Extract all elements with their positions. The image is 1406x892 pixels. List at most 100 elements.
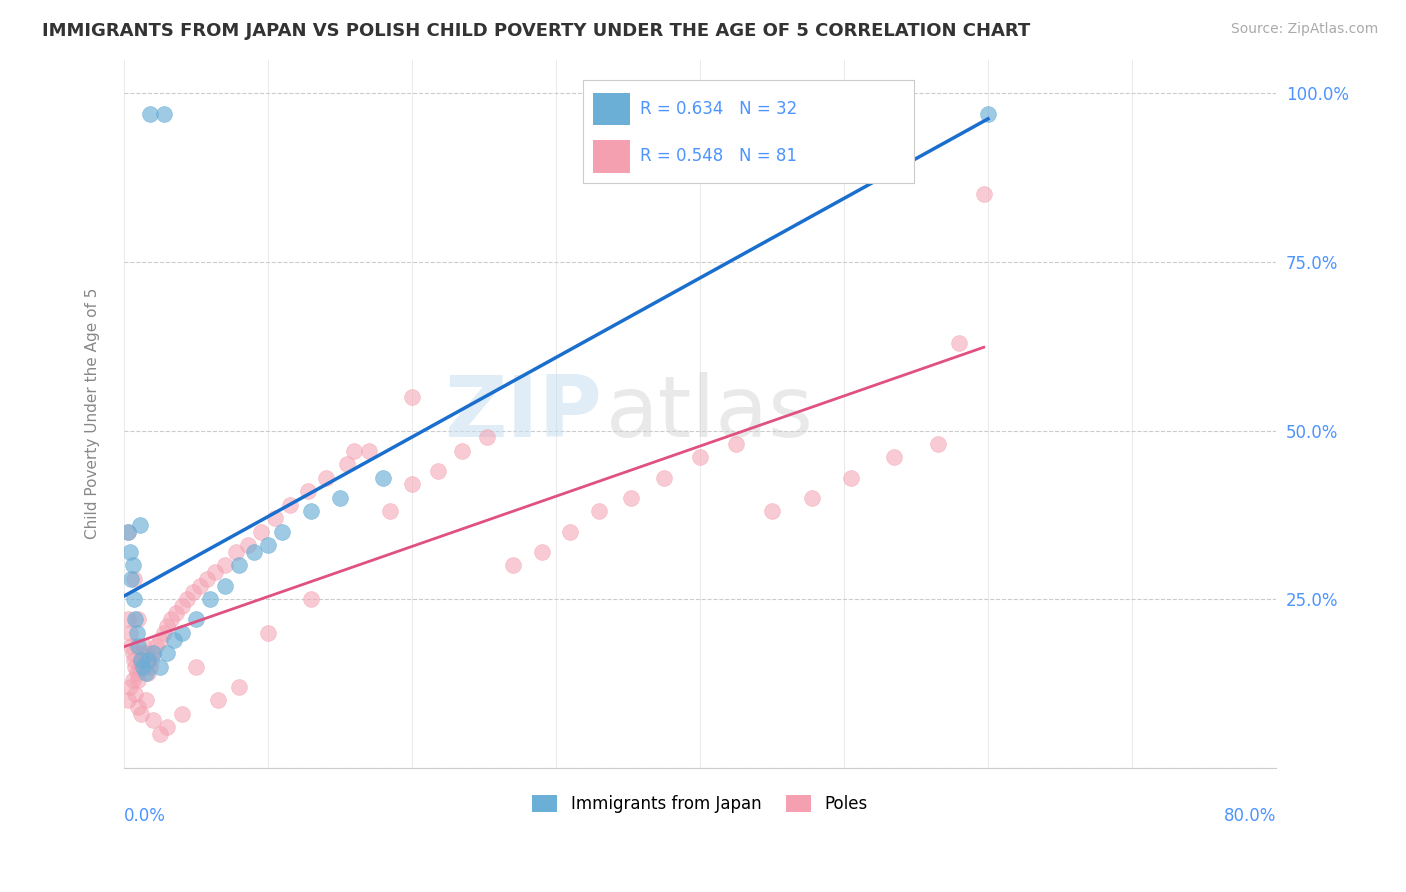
Point	[149, 727, 172, 741]
Point	[118, 545, 141, 559]
Text: 80.0%: 80.0%	[1223, 806, 1277, 824]
Point	[426, 464, 449, 478]
Point	[188, 579, 211, 593]
Point	[257, 538, 280, 552]
Point	[117, 524, 139, 539]
Point	[181, 585, 204, 599]
Text: ZIP: ZIP	[444, 372, 602, 455]
Point	[117, 693, 139, 707]
Point	[977, 106, 1000, 120]
Point	[122, 572, 145, 586]
Point	[620, 491, 643, 505]
Text: Source: ZipAtlas.com: Source: ZipAtlas.com	[1230, 22, 1378, 37]
Point	[228, 680, 250, 694]
Text: 0.0%: 0.0%	[124, 806, 166, 824]
Point	[249, 524, 271, 539]
Point	[315, 471, 337, 485]
Text: R = 0.634   N = 32: R = 0.634 N = 32	[640, 100, 797, 118]
Point	[122, 653, 145, 667]
Point	[156, 720, 179, 734]
Point	[184, 659, 207, 673]
Point	[127, 640, 149, 654]
Point	[689, 450, 711, 465]
FancyBboxPatch shape	[593, 140, 630, 173]
Point	[134, 646, 156, 660]
Point	[149, 659, 172, 673]
Point	[129, 653, 152, 667]
Point	[197, 572, 219, 586]
Point	[214, 558, 236, 573]
Point	[128, 659, 150, 673]
Point	[131, 646, 153, 660]
Y-axis label: Child Poverty Under the Age of 5: Child Poverty Under the Age of 5	[86, 288, 100, 540]
Point	[225, 545, 247, 559]
Point	[299, 504, 322, 518]
Point	[125, 625, 148, 640]
Point	[271, 524, 294, 539]
Point	[118, 625, 141, 640]
Point	[200, 592, 222, 607]
Point	[141, 653, 163, 667]
Point	[156, 646, 179, 660]
Point	[121, 646, 143, 660]
Point	[475, 430, 498, 444]
Point	[176, 592, 198, 607]
Point	[136, 653, 159, 667]
Point	[343, 443, 366, 458]
Point	[184, 612, 207, 626]
Point	[142, 646, 165, 660]
Point	[129, 706, 152, 721]
Point	[139, 659, 162, 673]
Point	[124, 659, 146, 673]
Point	[357, 443, 380, 458]
Point	[121, 673, 143, 687]
Point	[127, 700, 149, 714]
Point	[264, 511, 287, 525]
Point	[163, 632, 186, 647]
Point	[761, 504, 783, 518]
Point	[121, 558, 143, 573]
Point	[401, 477, 423, 491]
Point	[138, 666, 160, 681]
Point	[127, 612, 149, 626]
Point	[170, 625, 193, 640]
Point	[117, 524, 139, 539]
Point	[336, 457, 359, 471]
Point	[502, 558, 524, 573]
Point	[128, 517, 150, 532]
Text: R = 0.548   N = 81: R = 0.548 N = 81	[640, 147, 797, 165]
Point	[380, 504, 402, 518]
Point	[401, 390, 423, 404]
Point	[165, 606, 187, 620]
Point	[131, 659, 153, 673]
Point	[948, 335, 970, 350]
Point	[297, 484, 319, 499]
Point	[132, 640, 155, 654]
Point	[236, 538, 259, 552]
FancyBboxPatch shape	[593, 93, 630, 126]
Point	[257, 625, 280, 640]
Point	[129, 653, 152, 667]
Point	[451, 443, 474, 458]
Point	[588, 504, 610, 518]
Point	[122, 592, 145, 607]
Point	[214, 579, 236, 593]
Point	[142, 646, 165, 660]
Point	[560, 524, 582, 539]
Point	[927, 437, 949, 451]
Point	[890, 120, 912, 134]
Point	[134, 693, 156, 707]
Point	[117, 612, 139, 626]
Text: atlas: atlas	[606, 372, 814, 455]
Point	[139, 106, 162, 120]
Point	[883, 450, 905, 465]
Point	[652, 471, 675, 485]
Point	[170, 706, 193, 721]
Point	[118, 680, 141, 694]
Point	[373, 471, 395, 485]
Point	[204, 565, 226, 579]
Point	[145, 640, 167, 654]
Point	[124, 612, 146, 626]
Point	[153, 625, 176, 640]
Point	[153, 106, 176, 120]
